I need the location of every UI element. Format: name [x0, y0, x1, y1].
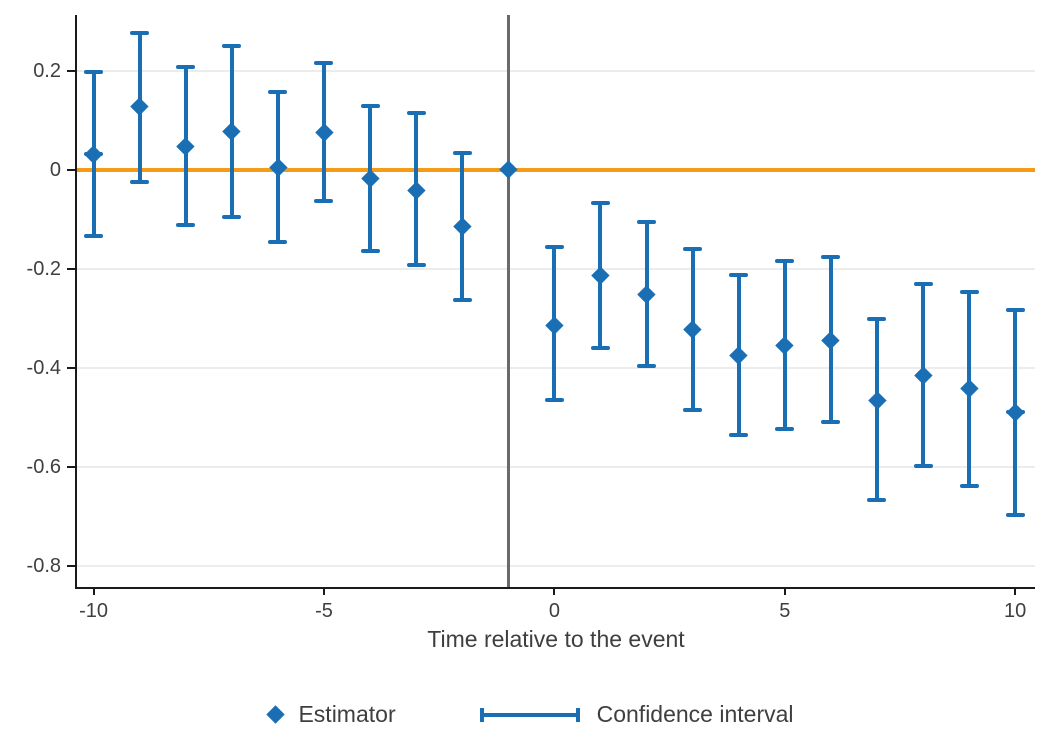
x-axis-tick	[92, 587, 95, 595]
confidence-interval-cap-bottom	[867, 497, 887, 502]
confidence-interval-cap-top	[590, 200, 610, 205]
estimator-marker	[775, 335, 794, 355]
confidence-interval-cap-top	[544, 245, 564, 250]
confidence-interval-cap-top	[959, 289, 979, 294]
confidence-interval-cap-bottom	[637, 363, 657, 368]
confidence-interval-cap-bottom	[84, 233, 104, 238]
estimator-marker	[729, 345, 748, 364]
y-axis-tick	[67, 564, 75, 567]
x-axis-tick	[553, 587, 556, 595]
y-gridline	[77, 465, 1035, 468]
plot-area: 0.2 0 -0.2 -0.4 -0.6 -0.8 -10 -5 0 5 10	[27, 15, 1035, 622]
confidence-interval-cap-top	[821, 255, 841, 260]
confidence-interval-cap-top	[729, 273, 749, 278]
confidence-interval-cap-bottom	[130, 179, 150, 184]
confidence-interval-cap-top	[913, 281, 933, 286]
confidence-interval-cap-bottom	[268, 240, 288, 245]
estimator-marker	[407, 181, 426, 200]
x-tick-label: 5	[779, 600, 791, 622]
estimator-marker	[1006, 403, 1025, 422]
legend-estimator-label: Estimator	[298, 701, 396, 727]
estimator-marker	[499, 160, 518, 179]
y-axis-tick	[67, 465, 75, 468]
confidence-interval-cap-bottom	[683, 407, 703, 412]
legend-item-confidence-interval: Confidence interval	[479, 701, 794, 728]
estimator-marker	[314, 123, 334, 142]
confidence-interval-cap-top	[867, 317, 887, 322]
y-tick-label: 0.2	[33, 59, 61, 82]
estimator-marker	[84, 144, 103, 164]
confidence-interval-cap-bottom	[775, 427, 795, 432]
confidence-interval-cap-top	[314, 61, 334, 66]
y-gridline	[77, 69, 1035, 72]
confidence-interval-cap-bottom	[913, 464, 933, 469]
y-tick-label: -0.6	[26, 455, 61, 478]
confidence-interval-cap-bottom	[590, 346, 610, 350]
confidence-interval-whisker	[874, 319, 879, 500]
estimator-marker	[545, 316, 564, 335]
y-gridline	[77, 564, 1035, 567]
confidence-interval-cap-top	[176, 65, 196, 70]
confidence-interval-cap-bottom	[176, 222, 196, 227]
confidence-interval-cap-bottom	[544, 398, 564, 403]
y-tick-label: -0.8	[26, 554, 61, 577]
confidence-interval-cap-top	[683, 247, 703, 252]
confidence-interval-cap-bottom	[406, 262, 426, 267]
confidence-interval-cap-bottom	[222, 214, 242, 219]
x-tick-label: -5	[315, 600, 333, 622]
zero-reference-line	[77, 167, 1035, 172]
y-axis-tick	[67, 168, 75, 171]
event-time-line	[506, 15, 510, 587]
confidence-interval-cap-top	[1005, 307, 1025, 312]
y-tick-label: -0.2	[26, 257, 61, 280]
confidence-interval-cap-top	[775, 258, 795, 263]
estimator-marker	[176, 137, 195, 156]
y-axis-tick	[67, 69, 75, 72]
estimator-marker	[867, 390, 886, 409]
x-axis-tick	[1014, 587, 1017, 595]
confidence-interval-cap-top	[452, 150, 472, 155]
confidence-interval-cap-top	[84, 70, 104, 75]
confidence-interval-cap-bottom	[360, 248, 380, 253]
estimator-marker	[222, 122, 241, 141]
x-tick-label: 10	[1004, 600, 1027, 622]
confidence-interval-cap-bottom	[314, 199, 334, 204]
estimator-marker	[960, 379, 979, 398]
estimator-marker	[361, 169, 380, 188]
legend: Estimator Confidence interval	[0, 701, 1060, 728]
estimator-marker	[683, 320, 702, 339]
estimator-marker	[821, 331, 840, 350]
estimator-marker	[637, 285, 656, 304]
confidence-interval-cap-bottom	[821, 420, 841, 425]
confidence-interval-line-icon	[479, 707, 580, 723]
estimator-diamond-icon	[266, 705, 286, 724]
estimator-marker	[913, 366, 933, 385]
confidence-interval-cap-top	[268, 90, 288, 95]
x-axis-tick	[783, 587, 786, 595]
confidence-interval-cap-top	[637, 220, 657, 225]
confidence-interval-cap-top	[360, 103, 380, 108]
x-axis-title: Time relative to the event	[427, 626, 685, 652]
confidence-interval-cap-top	[406, 110, 426, 115]
confidence-interval-cap-bottom	[452, 298, 472, 302]
x-tick-label: -10	[79, 600, 109, 622]
estimator-marker	[130, 97, 149, 116]
legend-item-estimator: Estimator	[266, 701, 396, 728]
confidence-interval-cap-bottom	[729, 433, 749, 438]
y-tick-label: -0.4	[26, 356, 61, 379]
y-axis-line	[75, 15, 77, 589]
estimator-marker	[453, 217, 472, 236]
confidence-interval-cap-top	[222, 43, 242, 48]
estimator-marker	[268, 158, 287, 177]
y-axis-tick	[67, 366, 75, 369]
x-axis-tick	[322, 587, 325, 595]
x-tick-label: 0	[548, 600, 560, 622]
confidence-interval-cap-bottom	[1005, 513, 1025, 518]
confidence-interval-cap-bottom	[959, 484, 979, 489]
legend-ci-label: Confidence interval	[596, 701, 794, 727]
y-axis-tick	[67, 267, 75, 270]
y-tick-label: 0	[49, 158, 61, 181]
confidence-interval-cap-top	[130, 30, 150, 35]
